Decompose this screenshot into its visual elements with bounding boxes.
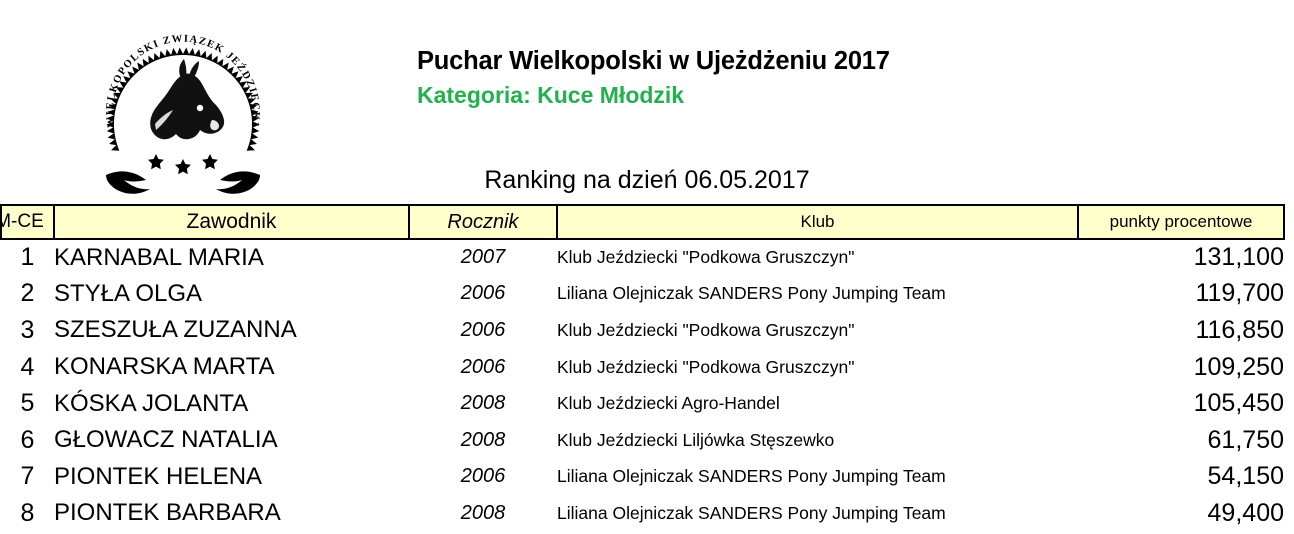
- cell-rider: STYŁA OLGA: [54, 279, 203, 307]
- category-subtitle: Kategoria: Kuce Młodzik: [417, 82, 685, 108]
- title-block: Puchar Wielkopolski w Ujeżdżeniu 2017 Ka…: [417, 46, 1177, 110]
- cell-birthyear: 2006: [460, 282, 506, 305]
- table-row: 6 GŁOWACZ NATALIA 2008 Klub Jeździecki Lilj…: [1, 422, 1284, 459]
- cell-points: 116,850: [1195, 315, 1284, 344]
- ribbon-decoration: [106, 171, 260, 194]
- cell-rank: 8: [20, 498, 35, 527]
- table-header-row: M-CE Zawodnik Rocznik Klub punkty procen…: [0, 204, 1285, 240]
- table-body: 1 KARNABAL MARIA 2007 Klub Jeździecki "Podk…: [1, 239, 1284, 532]
- cell-club: Klub Jeździecki Agro-Handel: [557, 393, 780, 414]
- federation-logo: WIELKOPOLSKI ZWIĄZEK JEŹDZIECKI: [88, 32, 278, 207]
- cell-birthyear: 2006: [460, 465, 506, 488]
- table-row: 1 KARNABAL MARIA 2007 Klub Jeździecki "Podk…: [1, 239, 1284, 276]
- cell-rider: PIONTEK BARBARA: [54, 499, 281, 527]
- cell-rank: 1: [20, 243, 35, 272]
- cell-rider: SZESZUŁA ZUZANNA: [54, 316, 297, 344]
- table-row: 4 KONARSKA MARTA 2006 Klub Jeździecki "Podk…: [1, 349, 1284, 386]
- table-row: 3 SZESZUŁA ZUZANNA 2006 Klub Jeździecki "Po…: [1, 312, 1284, 349]
- cell-rank: 7: [20, 462, 35, 491]
- cell-birthyear: 2006: [460, 318, 506, 341]
- cell-rider: GŁOWACZ NATALIA: [54, 426, 278, 454]
- cell-birthyear: 2008: [460, 428, 506, 451]
- cell-points: 109,250: [1193, 352, 1284, 381]
- cell-rank: 2: [20, 279, 35, 308]
- cell-birthyear: 2007: [460, 246, 506, 269]
- cell-birthyear: 2008: [460, 501, 506, 524]
- table-row: 5 KÓSKA JOLANTA 2008 Klub Jeździecki Agro-H…: [1, 385, 1284, 422]
- cell-club: Klub Jeździecki "Podkowa Gruszczyn": [557, 247, 855, 268]
- stars-decoration: [148, 154, 218, 175]
- page-title: Puchar Wielkopolski w Ujeżdżeniu 2017: [417, 47, 890, 75]
- table-row: 7 PIONTEK HELENA 2006 Liliana Olejniczak SA…: [1, 459, 1284, 496]
- ranking-date-line: Ranking na dzień 06.05.2017: [484, 166, 810, 194]
- cell-club: Liliana Olejniczak SANDERS Pony Jumping …: [557, 466, 946, 487]
- cell-points: 49,400: [1207, 498, 1284, 527]
- ring-triangles: [106, 47, 260, 151]
- cell-rider: PIONTEK HELENA: [54, 462, 263, 490]
- cell-club: Klub Jeździecki "Podkowa Gruszczyn": [557, 319, 855, 340]
- cell-rank: 6: [20, 425, 35, 454]
- cell-birthyear: 2008: [460, 392, 506, 415]
- cell-rank: 5: [20, 389, 35, 418]
- cell-rider: KARNABAL MARIA: [54, 243, 264, 271]
- column-header-club: Klub: [556, 204, 1079, 240]
- cell-points: 61,750: [1207, 425, 1284, 454]
- column-header-points: punkty procentowe: [1077, 204, 1285, 240]
- cell-points: 105,450: [1193, 389, 1284, 418]
- table-row: 2 STYŁA OLGA 2006 Liliana Olejniczak SANDER…: [1, 276, 1284, 313]
- table-row: 8 PIONTEK BARBARA 2008 Liliana Olejniczak S…: [1, 495, 1284, 532]
- horse-head-icon: [150, 59, 225, 140]
- cell-club: Klub Jeździecki Liljówka Stęszewko: [557, 429, 835, 450]
- cell-rider: KÓSKA JOLANTA: [54, 389, 249, 417]
- cell-birthyear: 2006: [460, 355, 506, 378]
- cell-points: 54,150: [1207, 462, 1284, 491]
- cell-club: Liliana Olejniczak SANDERS Pony Jumping …: [557, 502, 946, 523]
- column-header-rider: Zawodnik: [53, 204, 410, 240]
- cell-rider: KONARSKA MARTA: [54, 353, 275, 381]
- cell-rank: 4: [20, 352, 35, 381]
- cell-points: 131,100: [1193, 243, 1284, 272]
- cell-club: Liliana Olejniczak SANDERS Pony Jumping …: [557, 283, 946, 304]
- column-header-rank-label: M-CE: [0, 211, 44, 232]
- column-header-rank: M-CE: [0, 204, 55, 240]
- column-header-birthyear: Rocznik: [408, 204, 558, 240]
- cell-club: Klub Jeździecki "Podkowa Gruszczyn": [557, 356, 855, 377]
- cell-rank: 3: [20, 315, 35, 344]
- ranking-table: M-CE Zawodnik Rocznik Klub punkty procen…: [0, 204, 1285, 532]
- cell-points: 119,700: [1195, 279, 1284, 308]
